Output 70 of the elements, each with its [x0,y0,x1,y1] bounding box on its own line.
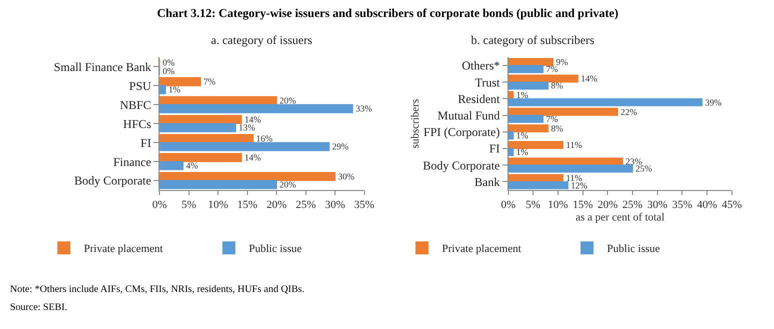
data-label: 7% [546,114,559,124]
y-tick-label: FI [140,136,152,150]
data-label: 13% [238,122,256,133]
y-tick-label: FI [489,142,500,156]
y-tick-label: Mutual Fund [438,108,500,123]
y-axis-title: subscribers [410,98,422,148]
data-label: 1% [168,84,181,95]
y-tick-label: Trust [474,75,501,90]
data-label: 20% [280,96,297,106]
data-label: 7% [546,64,559,74]
x-tick-label: 30% [647,199,668,212]
chart-subtitle: b. category of subscribers [471,33,595,47]
y-tick-label: Body Corporate [74,174,152,188]
x-tick-label: 5% [526,199,540,212]
chart-subtitle: a. category of issuers [211,33,313,47]
data-label: 39% [705,97,722,108]
data-label: 14% [244,152,262,163]
legend-label: Private placement [442,243,522,256]
y-tick-label: HFCs [123,116,152,131]
x-axis-title: as a per cent of total [576,211,665,224]
source-note: Source: SEBI. [10,302,68,313]
data-label: 4% [186,160,198,171]
data-label: 29% [332,142,350,152]
x-tick-label: 30% [324,199,346,212]
data-label: 14% [244,114,262,125]
data-label: 1% [516,90,529,100]
data-label: 11% [566,140,583,150]
data-label: 30% [338,172,356,182]
y-tick-label: Body Corporate [422,158,500,172]
data-label: 1% [516,147,529,158]
legend-label: Private placement [84,243,163,256]
data-label: 0% [162,58,176,68]
text: Note: *Others include AIFs, CMs, FIIs, NRIs, residents, HUFs and QIBs. [10,284,304,295]
x-tick-label: 35% [354,199,374,212]
chart-title: Chart 3.12: Category-wise issuers and subscribers of corporate bonds (public and private) [157,6,618,20]
x-tick-label: 10% [208,199,228,212]
x-tick-label: 35% [672,199,692,212]
y-tick-label: Resident [458,92,501,106]
x-tick-label: 45% [722,199,742,212]
y-tick-label: NBFC [120,98,152,112]
data-label: 8% [551,80,564,91]
y-tick-label: PSU [129,78,152,93]
x-tick-label: 25% [296,199,316,212]
y-tick-label: Finance [113,154,152,169]
y-tick-label: FPI (Corporate) [424,125,500,140]
data-label: 16% [256,134,274,144]
x-tick-label: 20% [598,199,618,212]
x-tick-label: 15% [572,199,593,212]
data-label: 9% [556,57,568,67]
x-tick-label: 15% [237,199,258,212]
data-label: 20% [280,180,297,190]
x-tick-label: 10% [548,199,568,212]
x-tick-label: 5% [182,199,196,212]
x-tick-label: 0% [152,199,167,212]
data-label: 7% [204,76,216,87]
legend-label: Public issue [248,243,302,256]
y-tick-label: Others* [462,58,500,73]
x-tick-label: 0% [500,199,516,212]
data-label: 33% [356,104,373,114]
data-label: 22% [620,106,638,117]
legend-label: Public issue [607,243,660,256]
data-label: 14% [580,74,598,84]
data-label: 0% [162,66,176,76]
y-tick-label: Small Finance Bank [54,60,152,74]
x-tick-label: 40% [696,199,718,212]
x-tick-label: 20% [266,199,287,212]
y-tick-label: Bank [474,174,500,189]
x-tick-label: 25% [622,199,643,212]
data-label: 1% [516,130,529,140]
data-label: 8% [551,123,564,134]
